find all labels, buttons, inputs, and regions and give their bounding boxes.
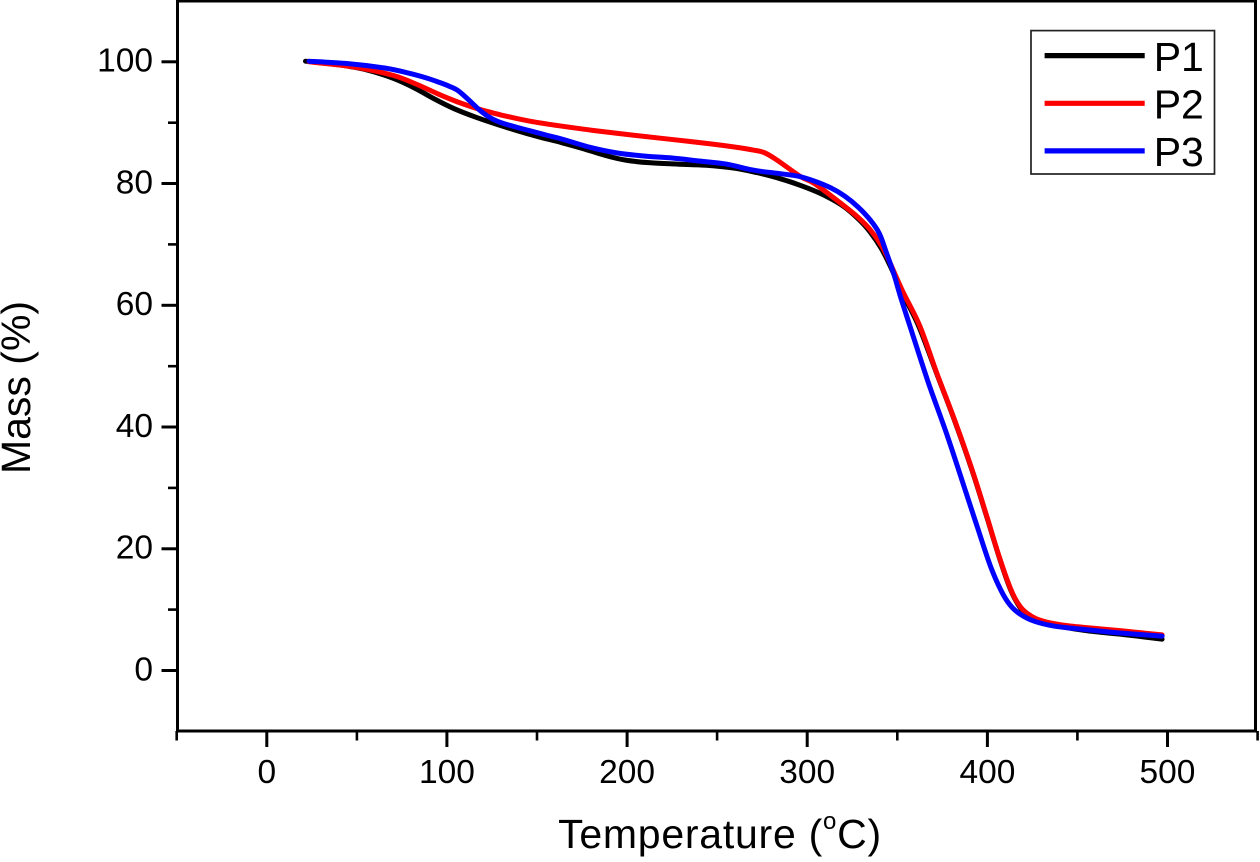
svg-text:100: 100 [419, 754, 475, 791]
svg-text:60: 60 [116, 286, 153, 323]
svg-text:40: 40 [116, 408, 153, 445]
svg-text:300: 300 [779, 754, 835, 791]
svg-text:Mass (%): Mass (%) [0, 301, 39, 474]
svg-text:200: 200 [599, 754, 655, 791]
svg-text:P2: P2 [1154, 82, 1204, 128]
svg-text:P3: P3 [1154, 129, 1204, 175]
svg-text:100: 100 [97, 43, 153, 80]
svg-text:0: 0 [134, 651, 153, 688]
svg-text:20: 20 [116, 530, 153, 567]
svg-text:0: 0 [257, 754, 276, 791]
svg-text:80: 80 [116, 164, 153, 201]
svg-text:P1: P1 [1154, 34, 1204, 80]
svg-text:500: 500 [1140, 754, 1196, 791]
svg-text:400: 400 [959, 754, 1015, 791]
